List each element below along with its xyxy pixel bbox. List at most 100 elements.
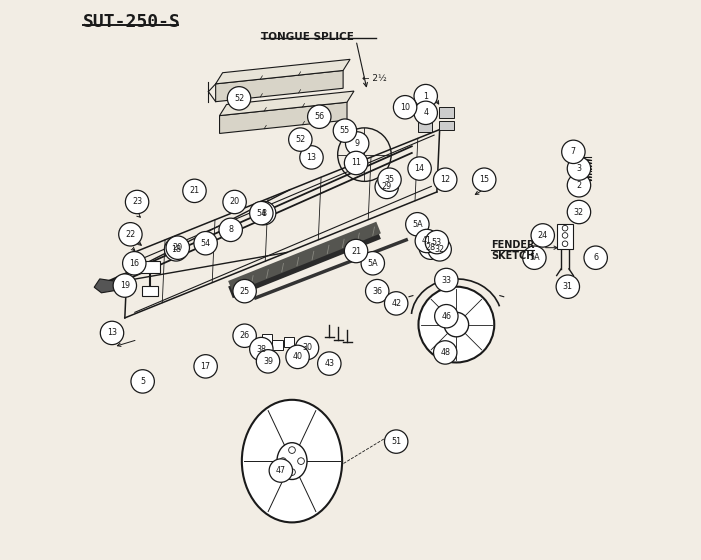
Text: 21: 21: [351, 246, 361, 255]
Circle shape: [113, 274, 137, 297]
Circle shape: [375, 175, 398, 199]
Text: 8: 8: [229, 225, 233, 234]
Text: 19: 19: [120, 281, 130, 290]
Circle shape: [280, 458, 286, 464]
Circle shape: [562, 241, 568, 246]
Text: 10: 10: [400, 103, 410, 112]
Bar: [418, 122, 433, 132]
Circle shape: [289, 469, 295, 475]
Text: 56: 56: [314, 112, 325, 121]
Text: 46: 46: [442, 312, 451, 321]
Circle shape: [333, 119, 357, 142]
Circle shape: [408, 157, 431, 180]
Bar: [284, 337, 294, 347]
Circle shape: [426, 230, 449, 254]
Text: 12: 12: [440, 175, 450, 184]
Text: 48: 48: [440, 348, 450, 357]
Polygon shape: [94, 279, 118, 293]
Text: 42: 42: [391, 299, 401, 308]
Text: 40: 40: [292, 352, 303, 361]
Circle shape: [414, 101, 437, 124]
Circle shape: [289, 128, 312, 151]
Circle shape: [567, 200, 591, 224]
Text: 4: 4: [423, 108, 428, 118]
Bar: [140, 261, 160, 273]
Circle shape: [165, 237, 188, 261]
Text: 29: 29: [381, 183, 392, 192]
Text: 13: 13: [107, 328, 117, 338]
Circle shape: [531, 224, 554, 247]
Text: 32: 32: [435, 245, 444, 254]
Circle shape: [344, 151, 368, 175]
Circle shape: [433, 168, 457, 192]
Circle shape: [233, 279, 257, 303]
Circle shape: [295, 336, 319, 360]
Circle shape: [567, 157, 591, 180]
Text: 23: 23: [132, 198, 142, 207]
Circle shape: [286, 345, 309, 368]
Text: 20: 20: [229, 198, 240, 207]
Circle shape: [289, 447, 295, 454]
Bar: [262, 334, 273, 344]
Text: 14: 14: [414, 164, 425, 173]
Circle shape: [562, 140, 585, 164]
Text: 3: 3: [576, 164, 581, 173]
Circle shape: [378, 168, 401, 192]
Circle shape: [444, 312, 469, 337]
Circle shape: [219, 218, 243, 241]
Text: 55: 55: [340, 126, 350, 135]
Text: 41: 41: [422, 236, 432, 245]
Circle shape: [252, 202, 275, 225]
Circle shape: [419, 236, 442, 259]
Circle shape: [257, 349, 280, 373]
Text: 54: 54: [200, 239, 211, 248]
Circle shape: [406, 213, 429, 236]
Circle shape: [428, 237, 451, 261]
Circle shape: [125, 190, 149, 214]
Text: 31: 31: [563, 282, 573, 291]
Circle shape: [269, 459, 292, 482]
Text: 9: 9: [355, 139, 360, 148]
Circle shape: [131, 370, 154, 393]
Text: 6: 6: [593, 253, 598, 262]
Text: 17: 17: [200, 362, 211, 371]
Circle shape: [250, 202, 273, 225]
Bar: [142, 286, 158, 296]
Text: 52: 52: [234, 94, 244, 103]
Text: 39: 39: [263, 357, 273, 366]
Circle shape: [223, 190, 246, 214]
Text: 38: 38: [257, 344, 266, 353]
Text: 16: 16: [129, 259, 139, 268]
Circle shape: [393, 96, 417, 119]
Circle shape: [384, 430, 408, 453]
Bar: [439, 108, 454, 118]
Text: TONGUE SPLICE: TONGUE SPLICE: [261, 32, 354, 42]
Circle shape: [166, 236, 189, 259]
Circle shape: [556, 275, 580, 298]
Circle shape: [194, 231, 217, 255]
Circle shape: [361, 251, 384, 275]
Text: 13: 13: [306, 153, 316, 162]
Circle shape: [435, 268, 458, 292]
Circle shape: [567, 174, 591, 197]
Text: 5: 5: [140, 377, 145, 386]
Text: 1: 1: [423, 92, 428, 101]
Circle shape: [118, 223, 142, 246]
Text: 5A: 5A: [529, 253, 540, 262]
Circle shape: [344, 239, 368, 263]
Text: 21: 21: [189, 186, 200, 195]
Text: 15: 15: [479, 175, 489, 184]
Bar: [273, 339, 283, 349]
Text: 22: 22: [125, 230, 135, 239]
Circle shape: [346, 132, 369, 155]
Circle shape: [318, 352, 341, 375]
Circle shape: [414, 85, 437, 108]
Circle shape: [227, 87, 251, 110]
Text: 47: 47: [275, 466, 286, 475]
Circle shape: [384, 292, 408, 315]
Text: 5A: 5A: [367, 259, 378, 268]
Text: 33: 33: [442, 276, 451, 284]
Polygon shape: [216, 71, 343, 102]
Text: 36: 36: [372, 287, 382, 296]
Circle shape: [123, 251, 146, 275]
